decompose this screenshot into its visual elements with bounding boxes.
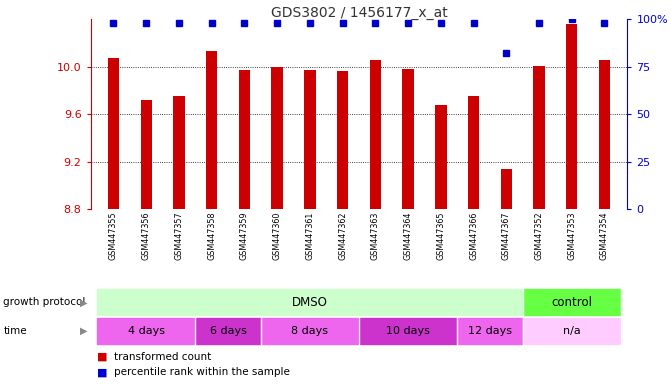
Text: DMSO: DMSO [292,296,328,309]
Bar [272,67,283,209]
Bar [97,290,523,315]
Text: GSM447365: GSM447365 [436,212,446,260]
Bar [195,318,261,344]
Text: GSM447354: GSM447354 [600,212,609,260]
Text: GSM447353: GSM447353 [567,212,576,260]
Text: ▶: ▶ [80,297,87,308]
Text: growth protocol: growth protocol [3,297,86,308]
Bar [108,58,119,209]
Text: GSM447367: GSM447367 [502,212,511,260]
Text: ■: ■ [97,352,108,362]
Text: transformed count: transformed count [114,352,211,362]
Bar [533,66,545,209]
Text: GSM447360: GSM447360 [272,212,282,260]
Text: GSM447361: GSM447361 [305,212,315,260]
Bar [523,290,621,315]
Text: percentile rank within the sample: percentile rank within the sample [114,367,290,377]
Bar [97,318,195,344]
Text: control: control [552,296,592,309]
Text: GSM447352: GSM447352 [535,212,544,260]
Text: GSM447356: GSM447356 [142,212,151,260]
Bar [239,70,250,209]
Text: 6 days: 6 days [209,326,246,336]
Bar [359,318,457,344]
Bar [468,96,479,209]
Bar [566,24,578,209]
Text: ▶: ▶ [80,326,87,336]
Bar [501,169,512,209]
Text: GSM447355: GSM447355 [109,212,118,260]
Bar [173,96,185,209]
Text: 8 days: 8 days [291,326,328,336]
Text: time: time [3,326,27,336]
Text: GSM447357: GSM447357 [174,212,183,260]
Text: GSM447364: GSM447364 [403,212,413,260]
Text: GSM447362: GSM447362 [338,212,347,260]
Text: GSM447358: GSM447358 [207,212,216,260]
Bar [435,105,446,209]
Bar [457,318,523,344]
Bar [206,51,217,209]
Text: 4 days: 4 days [127,326,164,336]
Text: 12 days: 12 days [468,326,512,336]
Text: n/a: n/a [563,326,580,336]
Bar [403,69,414,209]
Bar [523,318,621,344]
Bar [140,100,152,209]
Text: GDS3802 / 1456177_x_at: GDS3802 / 1456177_x_at [270,6,448,20]
Text: GSM447366: GSM447366 [469,212,478,260]
Text: ■: ■ [97,367,108,377]
Bar [261,318,359,344]
Bar [304,70,315,209]
Bar [337,71,348,209]
Bar [370,60,381,209]
Text: GSM447363: GSM447363 [371,212,380,260]
Text: GSM447359: GSM447359 [240,212,249,260]
Bar [599,60,610,209]
Text: 10 days: 10 days [386,326,430,336]
